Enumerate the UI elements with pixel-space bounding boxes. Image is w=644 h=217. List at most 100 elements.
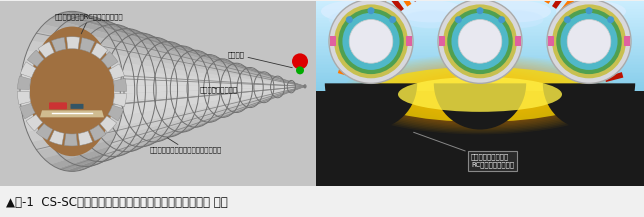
Polygon shape xyxy=(21,86,305,121)
Polygon shape xyxy=(109,36,305,86)
Ellipse shape xyxy=(383,66,578,122)
Bar xyxy=(316,47,644,49)
Polygon shape xyxy=(366,15,384,31)
Bar xyxy=(316,85,644,87)
Ellipse shape xyxy=(378,65,582,124)
Ellipse shape xyxy=(481,0,551,22)
Polygon shape xyxy=(579,18,596,34)
Ellipse shape xyxy=(392,69,568,120)
Polygon shape xyxy=(52,37,66,52)
Polygon shape xyxy=(21,62,36,78)
Bar xyxy=(316,43,644,44)
Ellipse shape xyxy=(433,81,526,108)
Bar xyxy=(316,4,644,6)
Polygon shape xyxy=(101,52,118,68)
Polygon shape xyxy=(66,12,305,86)
Text: コンクリートを充填
RCリング管工体完成: コンクリートを充填 RCリング管工体完成 xyxy=(413,132,514,168)
Bar xyxy=(316,15,644,17)
Ellipse shape xyxy=(30,26,114,156)
Bar xyxy=(316,38,644,39)
Bar xyxy=(316,17,644,18)
Ellipse shape xyxy=(401,72,559,117)
Bar xyxy=(0,1,316,186)
Polygon shape xyxy=(605,72,623,82)
Ellipse shape xyxy=(475,93,485,96)
Polygon shape xyxy=(36,123,53,140)
Bar xyxy=(316,32,644,33)
Ellipse shape xyxy=(364,61,596,128)
Circle shape xyxy=(443,4,517,78)
Bar xyxy=(316,33,644,35)
Ellipse shape xyxy=(457,88,503,101)
Wedge shape xyxy=(325,83,417,130)
Bar xyxy=(316,39,644,41)
Circle shape xyxy=(389,16,396,23)
Polygon shape xyxy=(590,35,608,49)
Polygon shape xyxy=(38,42,54,58)
Bar xyxy=(316,56,644,58)
Polygon shape xyxy=(91,43,108,59)
Polygon shape xyxy=(97,86,305,162)
Bar xyxy=(316,75,644,76)
Polygon shape xyxy=(389,0,404,12)
FancyBboxPatch shape xyxy=(70,104,84,109)
Bar xyxy=(439,36,445,46)
Ellipse shape xyxy=(564,10,618,28)
Ellipse shape xyxy=(355,58,605,130)
Polygon shape xyxy=(17,91,31,104)
Ellipse shape xyxy=(350,57,610,132)
Polygon shape xyxy=(90,125,106,141)
Polygon shape xyxy=(355,31,373,45)
Circle shape xyxy=(560,13,618,70)
Polygon shape xyxy=(585,26,602,41)
Circle shape xyxy=(334,4,408,78)
Circle shape xyxy=(329,0,413,83)
Polygon shape xyxy=(27,86,305,142)
Bar xyxy=(316,62,644,64)
Polygon shape xyxy=(40,110,104,117)
Bar xyxy=(316,79,644,81)
Polygon shape xyxy=(90,86,305,167)
Ellipse shape xyxy=(365,67,595,122)
Polygon shape xyxy=(108,105,124,121)
Polygon shape xyxy=(115,45,305,86)
Text: ▲図-1  CS-SC工法による地山の露出がない外殻シールド 概要: ▲図-1 CS-SC工法による地山の露出がない外殻シールド 概要 xyxy=(6,196,228,209)
Polygon shape xyxy=(66,86,305,171)
Text: 先行シールド（凸、切削セグメント）: 先行シールド（凸、切削セグメント） xyxy=(150,138,222,153)
Polygon shape xyxy=(19,103,35,119)
Bar xyxy=(316,72,644,73)
Ellipse shape xyxy=(321,0,391,22)
Circle shape xyxy=(343,13,399,70)
Polygon shape xyxy=(51,86,305,168)
Polygon shape xyxy=(24,86,305,132)
Bar xyxy=(316,6,644,7)
Circle shape xyxy=(447,9,513,74)
Bar xyxy=(515,36,521,46)
Polygon shape xyxy=(104,28,305,86)
Ellipse shape xyxy=(359,60,601,129)
Bar xyxy=(316,78,644,79)
Circle shape xyxy=(349,20,393,63)
Polygon shape xyxy=(113,78,127,91)
Bar xyxy=(316,53,644,55)
Bar xyxy=(316,30,644,32)
Polygon shape xyxy=(122,67,305,86)
Ellipse shape xyxy=(424,78,536,110)
Polygon shape xyxy=(100,116,117,133)
Polygon shape xyxy=(20,85,305,97)
Polygon shape xyxy=(66,37,80,49)
Bar xyxy=(316,24,644,26)
Ellipse shape xyxy=(396,70,564,118)
Polygon shape xyxy=(122,86,305,116)
Bar xyxy=(330,36,336,46)
Polygon shape xyxy=(109,86,305,147)
Bar xyxy=(316,73,644,75)
Polygon shape xyxy=(32,32,305,86)
Polygon shape xyxy=(80,38,95,53)
Ellipse shape xyxy=(489,10,544,28)
Bar xyxy=(316,58,644,59)
Text: 作業基地: 作業基地 xyxy=(228,51,292,68)
Bar xyxy=(316,0,644,1)
Circle shape xyxy=(458,20,502,63)
Bar xyxy=(316,23,644,24)
